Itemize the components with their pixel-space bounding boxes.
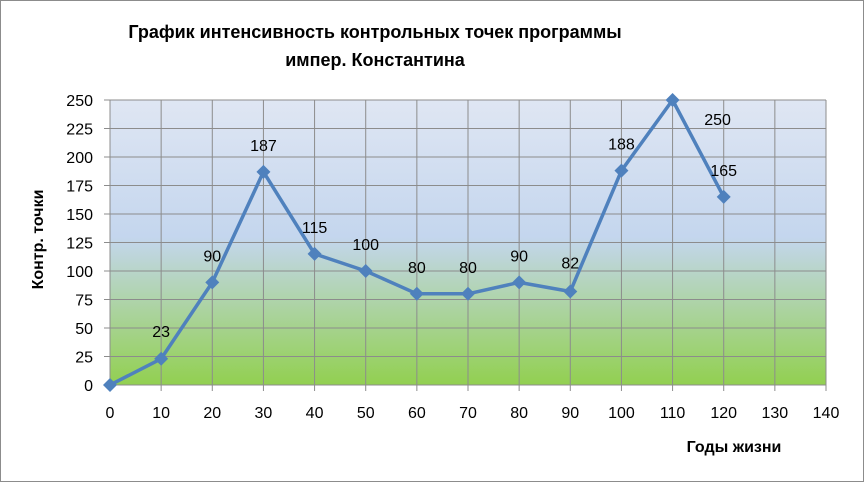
- data-point-marker: [716, 189, 731, 204]
- x-tick-label: 20: [203, 405, 221, 422]
- data-point-marker: [563, 284, 578, 299]
- x-tick-label: 100: [608, 405, 635, 422]
- chart-title-line-1: График интенсивность контрольных точек п…: [128, 22, 621, 42]
- x-tick-label: 90: [561, 405, 579, 422]
- x-tick-label: 70: [459, 405, 477, 422]
- data-point-marker: [358, 264, 373, 278]
- x-tick-label: 110: [660, 405, 686, 422]
- data-label: 82: [561, 256, 579, 273]
- data-label: 80: [459, 260, 477, 277]
- x-tick-label: 120: [710, 405, 737, 422]
- data-point-marker: [205, 275, 220, 290]
- x-tick-label: 130: [762, 405, 789, 422]
- x-tick-label: 10: [152, 405, 170, 422]
- data-label: 90: [203, 248, 221, 265]
- x-tick-label: 40: [306, 405, 324, 422]
- data-label: 187: [250, 138, 277, 155]
- data-point-marker: [461, 286, 475, 301]
- x-tick-label: 30: [255, 405, 273, 422]
- y-tick-label: 100: [66, 264, 93, 281]
- data-label: 115: [302, 220, 328, 237]
- series-markers: [103, 93, 731, 392]
- y-axis-title: Контр. точки: [30, 190, 47, 290]
- x-tick-label: 80: [510, 405, 528, 422]
- y-tick-label: 175: [66, 179, 93, 196]
- data-point-marker: [512, 275, 527, 290]
- y-tick-label: 0: [84, 378, 93, 395]
- data-label: 90: [510, 248, 528, 265]
- data-point-marker: [614, 163, 629, 178]
- chart-title-line-2: импер. Константина: [285, 50, 466, 70]
- y-tick-label: 75: [75, 293, 93, 310]
- data-point-marker: [307, 246, 322, 261]
- data-point-marker: [665, 93, 680, 107]
- data-label: 23: [152, 324, 170, 341]
- x-tick-label: 60: [408, 405, 426, 422]
- grid-lines: [110, 99, 827, 385]
- y-tick-label: 250: [66, 93, 93, 110]
- data-label: 250: [704, 112, 731, 129]
- data-point-marker: [103, 378, 117, 392]
- y-tick-label: 150: [66, 207, 93, 224]
- y-tick-label: 125: [66, 236, 93, 253]
- data-point-marker: [409, 286, 424, 301]
- data-point-marker: [256, 164, 271, 179]
- data-labels: 23 90 187 115 100 80 80 90 82 188 250 165: [152, 112, 737, 341]
- y-tick-label: 225: [66, 122, 93, 139]
- data-point-marker: [154, 351, 169, 366]
- data-label: 100: [352, 237, 379, 254]
- tick-labels: 0 25 50 75 100 125 150 175 200 225 250 0 10 20 30 40 50 6…: [66, 93, 839, 422]
- data-label: 165: [710, 163, 737, 180]
- x-tick-label: 0: [106, 405, 115, 422]
- x-tick-label: 50: [357, 405, 375, 422]
- y-tick-label: 25: [75, 350, 93, 367]
- data-label: 80: [408, 260, 426, 277]
- y-tick-label: 200: [66, 150, 93, 167]
- x-axis-title: Годы жизни: [687, 439, 782, 456]
- y-tick-label: 50: [75, 321, 93, 338]
- data-label: 188: [608, 137, 635, 154]
- x-tick-label: 140: [813, 405, 840, 422]
